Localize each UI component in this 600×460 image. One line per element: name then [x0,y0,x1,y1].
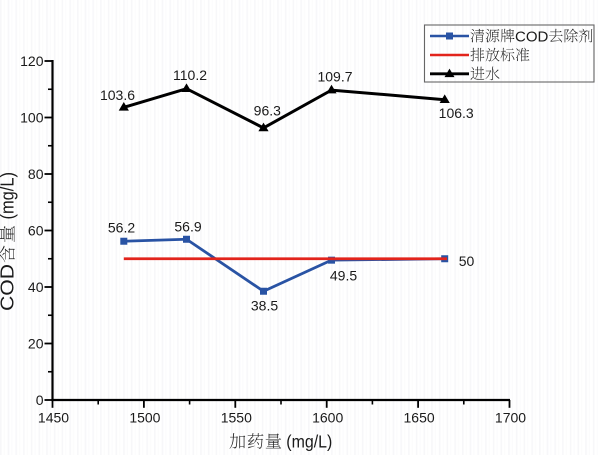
svg-text:109.7: 109.7 [317,69,352,85]
svg-text:56.2: 56.2 [108,220,135,236]
svg-text:80: 80 [28,166,44,182]
svg-text:50: 50 [459,253,475,269]
svg-text:1500: 1500 [129,410,160,426]
svg-text:1700: 1700 [495,410,526,426]
svg-text:20: 20 [28,336,44,352]
svg-text:38.5: 38.5 [251,297,278,313]
svg-text:60: 60 [28,223,44,239]
svg-text:120: 120 [20,53,44,69]
svg-text:103.6: 103.6 [100,87,135,103]
svg-text:49.5: 49.5 [330,268,357,284]
svg-text:100: 100 [20,110,44,126]
svg-text:96.3: 96.3 [254,103,281,119]
svg-text:1650: 1650 [404,410,435,426]
svg-text:40: 40 [28,279,44,295]
svg-text:COD: COD [0,264,18,311]
svg-text:1550: 1550 [221,410,252,426]
svg-text:1450: 1450 [38,410,69,426]
svg-text:1600: 1600 [312,410,343,426]
svg-text:0: 0 [36,392,44,408]
svg-text:56.9: 56.9 [174,219,201,235]
svg-text:106.3: 106.3 [439,105,474,121]
svg-text:(mg/L): (mg/L) [286,432,332,452]
svg-text:110.2: 110.2 [173,67,207,83]
svg-text:(mg/L): (mg/L) [0,172,18,220]
svg-text:COD: COD [515,28,549,45]
